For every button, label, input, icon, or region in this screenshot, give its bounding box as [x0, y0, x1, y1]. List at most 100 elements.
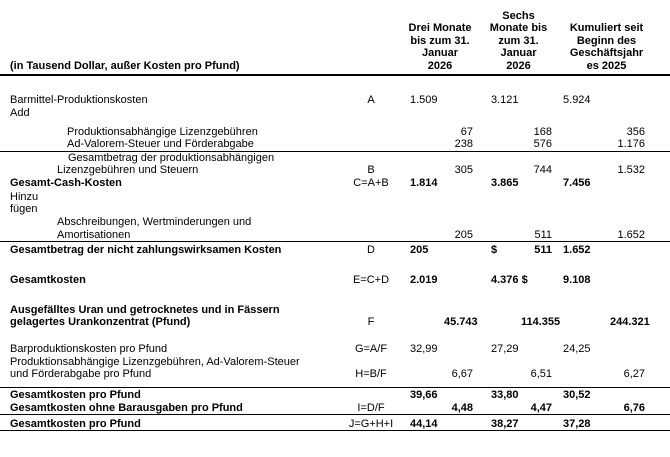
row-label: Produktionsabhängige Lizenzgebühren — [67, 125, 258, 138]
value-p3-main — [552, 125, 610, 138]
value-p3-main — [552, 303, 610, 329]
row-label: Produktionsabhängige Lizenzgebühren, Ad-… — [10, 355, 300, 381]
value-p1-detail: 305 — [454, 164, 473, 176]
table-row: Ad-Valorem-Steuer und Förderabgabe 238 5… — [0, 138, 670, 152]
value-p2-main — [473, 215, 521, 242]
value-p1-main: 2.019 — [410, 274, 438, 286]
value-p3-main: 1.652 — [563, 244, 591, 256]
row-label: Ausgefälltes Uran und getrocknetes und i… — [10, 303, 280, 329]
column-header-three-months: Drei Monate bis zum 31. Januar 2026 — [397, 0, 473, 76]
row-letter: F — [367, 316, 375, 328]
table-row-total-costs: Gesamtkosten E=C+D 2.019 4.376 $ 9.108 — [0, 273, 670, 287]
value-p3-main — [552, 401, 611, 415]
header-filler — [645, 0, 670, 76]
value-p2-detail — [521, 93, 552, 106]
value-p2-main: 3.121 — [491, 93, 519, 106]
value-p1-detail: 45.743 — [444, 316, 478, 328]
value-p1-detail — [444, 93, 473, 106]
value-p3-main: 30,52 — [563, 389, 591, 401]
value-p3-main — [552, 215, 611, 242]
table-row-uranium-pounds: Ausgefälltes Uran und getrocknetes und i… — [0, 303, 670, 329]
value-p3-detail: 1.176 — [610, 138, 646, 152]
value-p3-detail — [610, 273, 645, 287]
bottom-filler — [0, 431, 670, 457]
value-p2-main — [473, 138, 521, 152]
value-p1-detail: 6,67 — [451, 368, 473, 380]
row-letter — [345, 388, 397, 402]
row-label: Hinzu fügen — [10, 190, 39, 216]
value-p2-main — [473, 356, 521, 381]
row-letter: G=A/F — [354, 343, 388, 355]
table-header-row: (in Tausend Dollar, außer Kosten pro Pfu… — [0, 0, 670, 76]
row-letter: I=D/F — [345, 401, 397, 415]
table-row: Produktionsabhängige Lizenzgebühren 67 1… — [0, 125, 670, 138]
corner-header: (in Tausend Dollar, außer Kosten pro Pfu… — [0, 0, 345, 76]
value-p1-main: 205 — [410, 244, 429, 256]
value-p3-detail — [610, 93, 645, 106]
value-p2-detail — [521, 414, 553, 431]
row-letter: C=A+B — [353, 177, 389, 189]
value-p1-main: 39,66 — [410, 389, 438, 401]
table-row: Abschreibungen, Wertminderungen und Amor… — [0, 215, 670, 242]
value-p2-detail — [521, 342, 552, 356]
table-row: Barmittel-Produktionskosten A 1.509 3.12… — [0, 93, 670, 106]
value-p2-detail: 511 — [534, 244, 553, 256]
value-p3-main: 7.456 — [563, 177, 591, 189]
value-p2-detail: 6,51 — [530, 368, 553, 380]
table-row: Add — [0, 106, 670, 119]
value-p3-detail — [610, 388, 645, 402]
row-label: Barmittel-Produktionskosten — [10, 93, 148, 106]
value-p2-main — [473, 401, 521, 415]
value-p1-main: 44,14 — [397, 414, 444, 431]
value-p2-main — [473, 125, 521, 138]
value-p3-main — [552, 151, 610, 177]
value-p3-main: 24,25 — [563, 343, 591, 355]
value-p3-main: 37,28 — [552, 414, 611, 431]
value-p3-detail: 1.532 — [617, 164, 646, 176]
table-row: Gesamtbetrag der produktionsabhängigen L… — [0, 151, 670, 177]
value-p3-detail: 356 — [626, 125, 646, 138]
spacer-row — [0, 257, 670, 273]
value-p2-main: 4.376 $ — [491, 274, 528, 286]
row-label: Barproduktionskosten pro Pfund — [10, 343, 168, 355]
column-header-cumulative: Kumuliert seit Beginn des Geschäftsjahr … — [552, 0, 646, 76]
row-label: Gesamtbetrag der produktionsabhängigen L… — [57, 151, 275, 177]
value-p2-detail: 114.355 — [521, 316, 561, 328]
spacer-row — [0, 287, 670, 303]
value-p2-detail — [521, 177, 552, 190]
value-p2-main — [473, 151, 521, 177]
value-p3-detail — [610, 177, 645, 190]
value-p2-main: 38,27 — [473, 414, 521, 431]
spacer-row — [0, 380, 670, 388]
row-label: Ad-Valorem-Steuer und Förderabgabe — [0, 138, 345, 152]
table-row-total-noncash: Gesamtbetrag der nicht zahlungswirksamen… — [0, 242, 670, 257]
value-p3-main — [552, 356, 610, 381]
formula-column-header — [345, 0, 397, 76]
spacer-row — [0, 329, 670, 342]
value-p1-main — [397, 138, 444, 152]
value-p2-main: 27,29 — [491, 343, 519, 355]
spacer-row — [0, 75, 670, 93]
value-p3-main: 5.924 — [563, 93, 591, 106]
row-label: Gesamtkosten pro Pfund — [10, 389, 141, 401]
value-p2-detail: 168 — [533, 125, 553, 138]
row-letter — [345, 138, 397, 152]
value-p1-detail — [444, 388, 473, 402]
column-header-six-months: Sechs Monate bis zum 31. Januar 2026 — [473, 0, 553, 76]
table-row: Barproduktionskosten pro Pfund G=A/F 32,… — [0, 342, 670, 356]
value-p1-detail: 67 — [460, 125, 473, 138]
value-p1-main — [397, 401, 444, 415]
table-row-total-per-pound: Gesamtkosten pro Pfund 39,66 33,80 30,52 — [0, 388, 670, 402]
row-label: Gesamt-Cash-Kosten — [10, 177, 122, 189]
value-p1-detail — [444, 242, 473, 257]
row-letter: A — [367, 93, 375, 106]
value-p1-main: 32,99 — [410, 343, 438, 355]
row-label: Abschreibungen, Wertminderungen und Amor… — [0, 215, 345, 242]
value-p1-main — [397, 356, 444, 381]
value-p1-main — [397, 151, 444, 177]
value-p1-main: 1.814 — [410, 177, 438, 189]
row-label: Add — [10, 106, 30, 119]
value-p1-detail: 4,48 — [444, 401, 473, 415]
